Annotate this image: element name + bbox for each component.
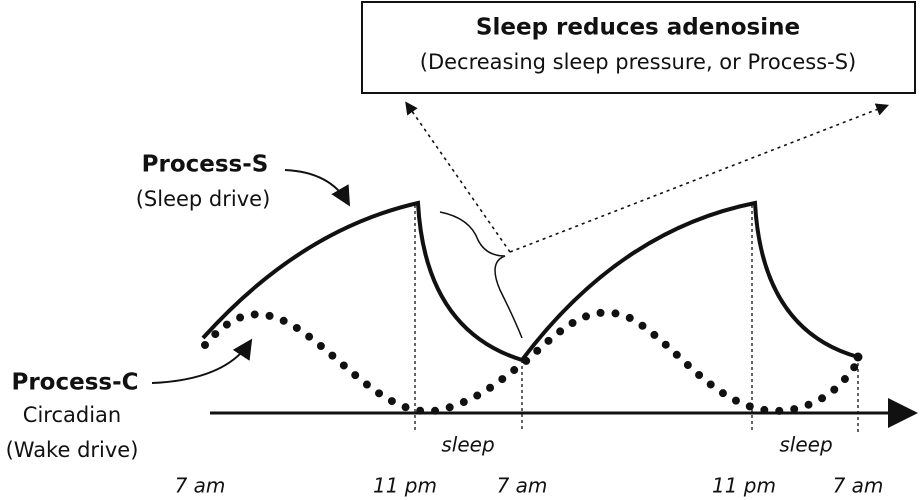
- process-c-desc: Circadian: [23, 403, 121, 427]
- sleep-label: sleep: [779, 433, 832, 457]
- process-c-curve: [201, 308, 862, 416]
- dotted-arrow: [509, 103, 889, 253]
- pointer-arrow: [284, 169, 351, 207]
- process-s-label: Process-S: [142, 152, 269, 178]
- sleep-label: sleep: [441, 433, 494, 457]
- sleep-boundaries: [414, 205, 859, 432]
- process-c-drive: (Wake drive): [6, 438, 139, 462]
- callout-box: [361, 1, 916, 94]
- box-subtitle: (Decreasing sleep pressure, or Process-S…: [420, 50, 856, 74]
- process-c-label: Process-C: [11, 370, 138, 396]
- box-title: Sleep reduces adenosine: [476, 15, 800, 41]
- process-s-desc: (Sleep drive): [136, 187, 271, 211]
- dotted-arrow: [405, 101, 511, 253]
- brace: [439, 211, 523, 339]
- time-label: 11 pm: [712, 474, 776, 498]
- process-s-curve: [201, 200, 859, 363]
- pointer-arrow: [151, 338, 253, 384]
- time-label: 11 pm: [373, 474, 437, 498]
- time-label: 7 am: [175, 474, 226, 498]
- time-label: 7 am: [497, 474, 548, 498]
- curve-end: [853, 352, 863, 362]
- time-label: 7 am: [833, 474, 884, 498]
